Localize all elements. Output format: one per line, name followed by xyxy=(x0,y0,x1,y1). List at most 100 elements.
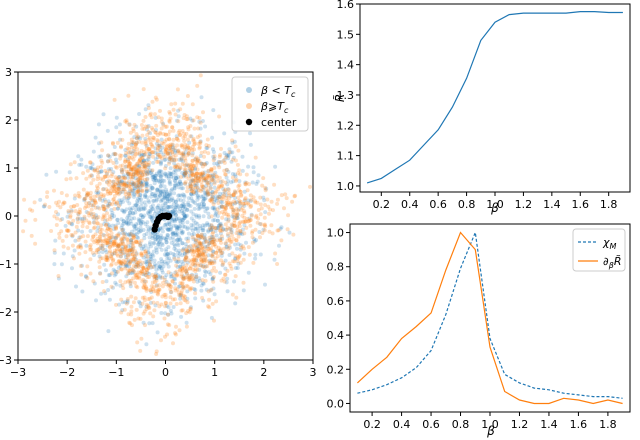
scatter-point-above xyxy=(200,244,205,249)
scatter-point-below xyxy=(153,150,158,155)
scatter-point-above xyxy=(141,170,146,174)
scatter-point-below xyxy=(129,249,134,254)
scatter-point-below xyxy=(139,221,143,226)
scatter-point-above xyxy=(196,178,201,183)
scatter-point-below xyxy=(141,220,146,225)
scatter-point-above xyxy=(131,129,136,133)
scatter-point-above xyxy=(140,295,145,300)
scatter-point-below xyxy=(258,252,263,257)
scatter-point-above xyxy=(143,115,148,119)
scatter-point-above xyxy=(129,167,134,172)
scatter-point-below xyxy=(117,179,122,184)
scatter-point-above xyxy=(154,349,159,354)
scatter-point-above xyxy=(200,235,205,240)
scatter-point-above xyxy=(238,220,243,225)
scatter-point-below xyxy=(126,214,131,218)
scatter-point-below xyxy=(224,280,229,285)
scatter-point-below xyxy=(157,264,162,269)
scatter-point-above xyxy=(124,120,129,125)
scatter-point-below xyxy=(190,170,194,175)
scatter-point-below xyxy=(177,209,182,214)
scatter-point-below xyxy=(63,223,68,228)
scatter-point-below xyxy=(196,229,201,234)
scatter-point-above xyxy=(69,233,74,237)
scatter-point-above xyxy=(242,210,247,215)
scatter-point-above xyxy=(119,267,124,272)
scatter-point-above xyxy=(198,171,203,176)
scatter-point-above xyxy=(61,244,66,249)
scatter-point-below xyxy=(157,245,162,249)
scatter-point-below xyxy=(158,148,163,153)
scatter-point-above xyxy=(177,293,182,298)
scatter-point-below xyxy=(158,184,163,189)
scatter-point-below xyxy=(158,264,163,269)
scatter-point-below xyxy=(164,191,169,196)
scatter-point-above xyxy=(209,223,214,228)
scatter-point-above xyxy=(112,186,117,191)
scatter-point-above xyxy=(198,175,203,180)
scatter-point-below xyxy=(156,238,160,243)
scatter-point-below xyxy=(173,248,178,252)
scatter-point-below xyxy=(200,226,205,231)
scatter-point-below xyxy=(183,150,188,155)
scatter-point-above xyxy=(190,148,195,153)
scatter-point-below xyxy=(206,253,211,258)
scatter-point-below xyxy=(172,255,177,260)
scatter-point-below xyxy=(143,260,148,265)
scatter-point-above xyxy=(96,170,101,175)
scatter-point-below xyxy=(225,182,230,187)
scatter-point-below xyxy=(136,177,141,182)
scatter-point-below xyxy=(251,165,256,170)
scatter-point-above xyxy=(81,220,86,225)
scatter-point-above xyxy=(149,125,154,130)
scatter-point-below xyxy=(127,122,132,127)
scatter-point-above xyxy=(224,227,229,232)
scatter-point-below xyxy=(105,179,109,184)
scatter-point-above xyxy=(141,277,146,282)
scatter-point-below xyxy=(189,192,194,197)
scatter-point-below xyxy=(105,159,110,164)
scatter-point-below xyxy=(153,157,158,162)
scatter-point-above xyxy=(54,200,59,205)
scatter-point-below xyxy=(136,190,141,195)
scatter-point-below xyxy=(139,201,144,206)
rtilde-xtick-label: 1.0 xyxy=(486,198,504,211)
scatter-point-above xyxy=(191,136,196,141)
scatter-point-above xyxy=(227,237,232,242)
scatter-point-below xyxy=(150,236,155,240)
scatter-point-below xyxy=(103,291,108,296)
scatter-point-above xyxy=(74,176,79,181)
scatter-point-below xyxy=(180,209,185,213)
scatter-point-below xyxy=(203,191,208,196)
scatter-point-below xyxy=(141,320,146,325)
scatter-point-below xyxy=(96,250,101,255)
scatter-point-above xyxy=(127,269,132,274)
scatter-point-below xyxy=(173,199,178,204)
scatter-point-above xyxy=(115,253,120,258)
scatter-point-above xyxy=(176,149,181,154)
scatter-point-below xyxy=(131,182,136,187)
scatter-point-above xyxy=(120,238,125,243)
scatter-point-above xyxy=(185,248,189,253)
scatter-point-below xyxy=(134,183,139,188)
scatter-point-below xyxy=(189,226,194,231)
scatter-point-above xyxy=(220,184,225,188)
scatter-point-above xyxy=(214,250,218,255)
scatter-point-above xyxy=(108,217,113,222)
scatter-point-below xyxy=(159,266,164,271)
scatter-point-below xyxy=(126,217,131,222)
scatter-point-below xyxy=(127,248,132,253)
scatter-point-above xyxy=(195,233,200,238)
scatter-point-below xyxy=(104,171,109,176)
scatter-point-below xyxy=(229,230,234,235)
scatter-point-below xyxy=(199,201,204,206)
scatter-point-above xyxy=(114,224,119,229)
scatter-point-below xyxy=(201,194,206,199)
scatter-point-below xyxy=(158,184,163,188)
scatter-point-above xyxy=(238,201,243,206)
scatter-point-below xyxy=(180,211,185,216)
scatter-point-below xyxy=(210,249,215,254)
scatter-point-above xyxy=(214,299,219,304)
scatter-point-above xyxy=(138,176,142,181)
scatter-point-above xyxy=(99,192,104,197)
